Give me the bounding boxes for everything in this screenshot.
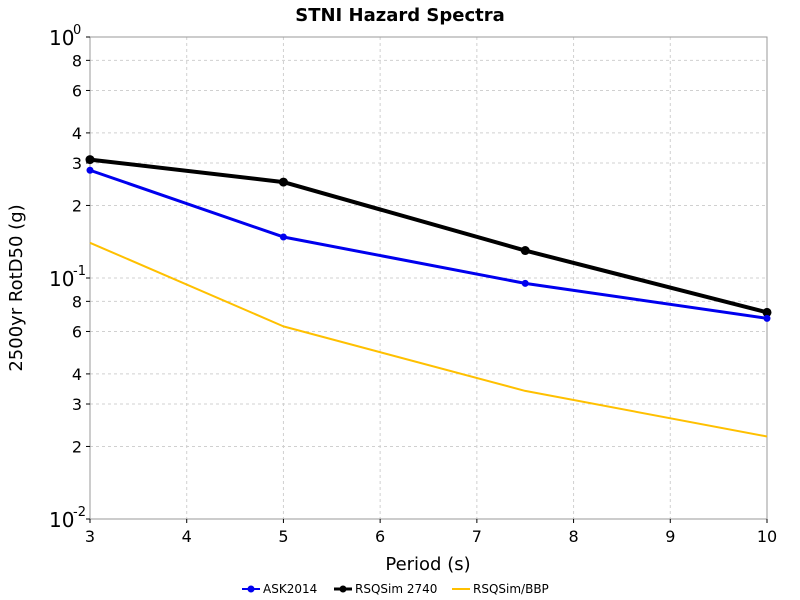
y-tick-exponent: -1: [73, 264, 86, 279]
data-point-rsqsim-2740: [520, 246, 530, 256]
y-tick-label: 4: [72, 365, 82, 384]
x-tick-label: 4: [182, 527, 192, 546]
y-tick-label: 6: [72, 81, 82, 100]
y-tick-label-major: 10: [49, 26, 74, 50]
y-tick-exponent: 0: [73, 23, 81, 38]
legend-item-ask2014: ASK2014: [242, 582, 317, 596]
data-point-rsqsim-2740: [762, 307, 772, 317]
x-tick-label: 3: [85, 527, 95, 546]
y-tick-label: 4: [72, 124, 82, 143]
x-axis-ticks: 3 4 5 6 7 8 9 10: [85, 519, 777, 546]
legend-label: RSQSim 2740: [355, 582, 437, 596]
x-tick-label: 6: [375, 527, 385, 546]
data-point-ask2014: [279, 233, 287, 241]
y-tick-label: 8: [72, 51, 82, 70]
y-tick-label: 3: [72, 395, 82, 414]
legend-item-rsqsim-2740: RSQSim 2740: [334, 582, 437, 596]
legend-label: ASK2014: [263, 582, 317, 596]
data-point-ask2014: [521, 279, 529, 287]
x-tick-label: 10: [757, 527, 777, 546]
series-line-ask2014: [89, 168, 768, 320]
legend-item-rsqsim-bbp: RSQSim/BBP: [452, 582, 549, 596]
series-line-rsqsim-2740: [89, 157, 768, 315]
legend: ASK2014 RSQSim 2740 RSQSim/BBP: [242, 582, 549, 596]
series-line-rsqsim-bbp: [89, 241, 768, 438]
y-tick-label-major: 10: [49, 267, 74, 291]
data-point-rsqsim-2740: [85, 155, 95, 165]
y-tick-label: 3: [72, 154, 82, 173]
x-tick-label: 8: [568, 527, 578, 546]
y-axis-label: 2500yr RotD50 (g): [6, 204, 27, 371]
data-point-ask2014: [86, 166, 94, 174]
x-axis-label: Period (s): [385, 554, 470, 575]
y-tick-exponent: -2: [73, 505, 86, 520]
grid-lines: [89, 36, 768, 520]
data-point-rsqsim-2740: [278, 177, 288, 187]
data-point-ask2014: [763, 314, 771, 322]
y-tick-label: 2: [72, 196, 82, 215]
y-tick-label-major: 10: [49, 508, 74, 532]
x-tick-label: 9: [665, 527, 675, 546]
x-tick-label: 5: [278, 527, 288, 546]
series-layer: [85, 155, 772, 438]
legend-label: RSQSim/BBP: [473, 582, 549, 596]
legend-marker: [247, 585, 255, 593]
y-tick-label: 2: [72, 437, 82, 456]
legend-marker: [339, 585, 347, 593]
y-tick-label: 8: [72, 292, 82, 311]
chart-title: STNI Hazard Spectra: [295, 5, 505, 26]
x-tick-label: 7: [472, 527, 482, 546]
y-tick-label: 6: [72, 322, 82, 341]
